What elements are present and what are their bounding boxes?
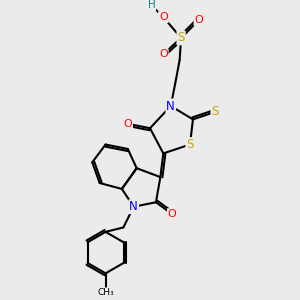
Text: N: N: [167, 100, 175, 112]
Text: S: S: [177, 32, 185, 44]
Text: O: O: [168, 209, 177, 219]
Text: S: S: [186, 138, 194, 151]
Text: S: S: [212, 105, 219, 119]
Text: CH₃: CH₃: [97, 288, 114, 297]
Text: O: O: [159, 49, 168, 59]
Text: O: O: [159, 12, 168, 22]
Text: O: O: [123, 119, 132, 129]
Text: O: O: [194, 15, 203, 25]
Text: H: H: [148, 0, 155, 10]
Text: N: N: [129, 200, 138, 213]
